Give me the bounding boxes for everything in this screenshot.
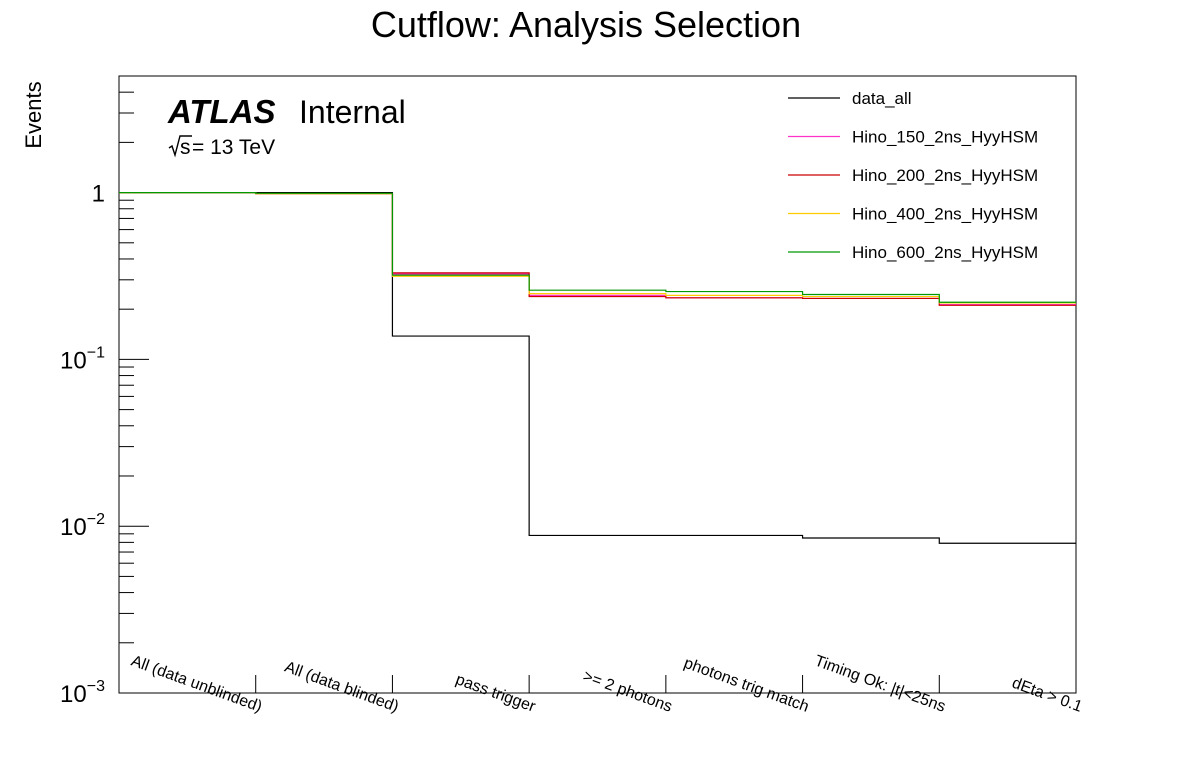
atlas-experiment-label: ATLAS [167,93,276,130]
series-line-data_all [119,191,1076,544]
series-line-Hino_600_2ns_HyyHSM [119,191,1076,303]
plot-frame [118,75,1077,694]
atlas-label: ATLAS Internal s = 13 TeV [167,93,406,159]
chart-title: Cutflow: Analysis Selection [371,4,801,45]
atlas-status-label: Internal [299,94,406,130]
series-lines [119,191,1076,544]
y-axis-tick-labels: 1 10−1 10−2 10−3 [60,181,105,708]
y-axis-label: Events [21,81,46,148]
legend-label: Hino_150_2ns_HyyHSM [852,128,1038,147]
legend-label: Hino_600_2ns_HyyHSM [852,243,1038,262]
energy-label: = 13 TeV [192,136,275,159]
y-axis-ticks [119,75,149,694]
legend-label: data_all [852,89,912,108]
legend-label: Hino_400_2ns_HyyHSM [852,205,1038,224]
sqrt-symbol [168,135,192,158]
y-tick-label: 10−2 [60,511,105,541]
legend: data_all Hino_150_2ns_HyyHSM Hino_200_2ns_… [788,89,1038,262]
y-tick-label: 10−3 [60,678,105,708]
legend-label: Hino_200_2ns_HyyHSM [852,166,1038,185]
energy-s-label: s [180,136,191,159]
y-tick-label: 10−1 [60,344,105,374]
x-axis-ticks [255,675,940,693]
y-tick-label: 1 [92,181,105,208]
